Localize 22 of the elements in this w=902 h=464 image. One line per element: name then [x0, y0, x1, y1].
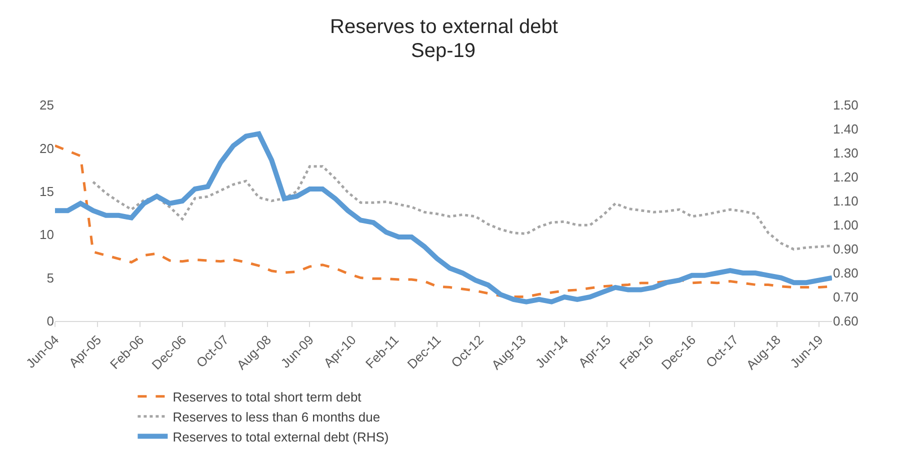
line-series	[92, 165, 832, 251]
y2-tick-label: 0.80	[833, 266, 858, 281]
y2-tick-label: 1.30	[833, 146, 858, 161]
legend-label: Reserves to less than 6 months due	[172, 409, 380, 424]
chart-title: Reserves to external debt	[330, 16, 558, 38]
chart-subtitle: Sep-19	[411, 40, 476, 62]
y2-tick-label: 1.20	[833, 170, 858, 185]
y-tick-label: 10	[40, 227, 54, 242]
y2-tick-label: 0.90	[833, 242, 858, 257]
y2-tick-label: 1.00	[833, 218, 858, 233]
legend-label: Reserves to total external debt (RHS)	[172, 429, 389, 444]
y-tick-label: 20	[40, 140, 54, 156]
y2-tick-label: 1.40	[833, 122, 858, 137]
y-tick-label: 15	[40, 184, 54, 199]
y-tick-label: 5	[46, 270, 54, 286]
y2-tick-label: 0.70	[833, 290, 858, 305]
y2-tick-label: 1.10	[833, 194, 858, 209]
y2-tick-label: 1.50	[833, 98, 858, 113]
legend-label: Reserves to total short term debt	[172, 390, 362, 404]
y-tick-label: 25	[40, 98, 54, 113]
y2-tick-label: 0.60	[833, 314, 858, 329]
y-tick-label: 0	[46, 314, 54, 329]
